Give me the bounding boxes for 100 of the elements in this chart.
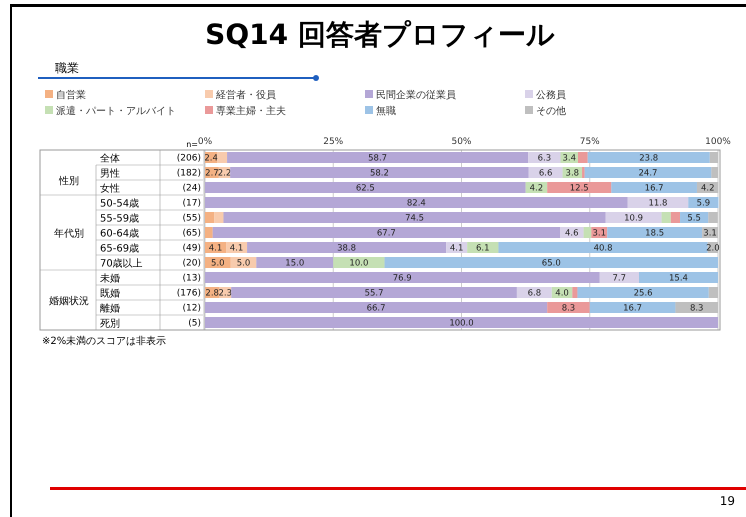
data-label: 5.0	[211, 258, 225, 268]
data-label: 18.5	[645, 228, 664, 238]
bar	[708, 212, 718, 223]
data-label: 24.7	[638, 168, 658, 178]
y-tick-label: 全体	[100, 152, 120, 164]
data-label: 6.8	[528, 288, 542, 298]
data-label: 3.1	[703, 228, 717, 238]
y-tick-label: 男性	[100, 168, 120, 180]
bar	[256, 257, 334, 268]
bar	[384, 257, 718, 268]
legend-label: 専業主婦・主夫	[216, 105, 286, 117]
bar	[670, 212, 680, 223]
data-label: 38.8	[337, 244, 356, 254]
data-label: 4.1	[450, 244, 464, 254]
data-label: 58.7	[368, 154, 388, 164]
data-label: 4.1	[208, 244, 222, 254]
data-label: 4.1	[230, 244, 244, 254]
data-label: 12.5	[570, 184, 589, 194]
y-tick-label: 65-69歳	[100, 242, 140, 254]
bar	[590, 302, 676, 313]
bar	[578, 152, 588, 163]
bar	[205, 212, 214, 223]
legend-label: 無職	[376, 105, 396, 117]
data-label: 16.7	[644, 184, 664, 194]
bar	[333, 257, 385, 268]
bar	[710, 152, 718, 163]
text: 性別	[58, 175, 79, 187]
bar	[584, 227, 592, 238]
y-tick-label: 55-59歳	[100, 212, 140, 224]
data-label: 2.7	[205, 168, 219, 178]
text: (65)	[182, 228, 201, 238]
bar	[628, 197, 688, 208]
bar	[205, 272, 600, 283]
text: 年代別	[54, 228, 84, 240]
data-label: 2.3	[218, 288, 232, 298]
bar	[547, 182, 612, 193]
bar	[606, 212, 662, 223]
x-tick-label: 0%	[198, 137, 213, 147]
x-tick-label: 50%	[451, 137, 472, 147]
bar	[572, 287, 578, 298]
data-label: 6.3	[538, 154, 552, 164]
data-label: 76.9	[392, 274, 412, 284]
y-tick-label: 未婚	[100, 272, 120, 284]
data-label: 2.0	[706, 244, 720, 254]
bar	[582, 167, 585, 178]
y-tick-label: 既婚	[100, 288, 120, 300]
y-tick-label: 死別	[100, 318, 120, 330]
bar	[675, 302, 718, 313]
bar	[227, 152, 528, 163]
bar	[584, 167, 712, 178]
text: (55)	[182, 214, 201, 224]
text: (49)	[182, 244, 201, 254]
data-label: 4.0	[555, 288, 569, 298]
data-label: 58.2	[370, 168, 389, 178]
data-label: 10.0	[349, 258, 368, 268]
text: 婚姻状況	[49, 295, 89, 307]
data-label: 5.9	[696, 198, 710, 208]
y-tick-label: 女性	[100, 182, 120, 194]
x-tick-label: 25%	[323, 137, 344, 147]
legend-label: その他	[536, 105, 566, 117]
y-tick-label: 離婚	[100, 302, 120, 314]
legend-label: 自営業	[56, 89, 86, 101]
data-label: 62.5	[356, 184, 375, 194]
text: (12)	[182, 304, 201, 314]
bar	[231, 287, 517, 298]
data-label: 4.2	[700, 184, 715, 194]
data-label: 8.3	[562, 304, 576, 314]
bar	[230, 167, 529, 178]
legend-label: 経営者・役員	[215, 89, 276, 101]
bar	[212, 227, 560, 238]
legend-label: 派遣・パート・アルバイト	[56, 105, 176, 117]
text: (176)	[176, 288, 201, 298]
bar	[205, 302, 548, 313]
text: (182)	[176, 168, 201, 178]
data-label: 7.7	[612, 274, 626, 284]
data-label: 2.4	[204, 154, 218, 164]
data-label: 82.4	[406, 198, 426, 208]
data-label: 40.8	[594, 244, 613, 254]
legend-label: 民間企業の従業員	[376, 89, 456, 101]
text: (20)	[182, 258, 201, 268]
text: 職業	[55, 61, 79, 75]
bar	[205, 317, 718, 328]
bar	[588, 152, 710, 163]
text: 19	[720, 494, 735, 508]
bar	[205, 227, 213, 238]
y-tick-label: 50-54歳	[100, 198, 140, 210]
text: (13)	[182, 274, 201, 284]
y-tick-label: 70歳以上	[100, 258, 143, 270]
data-label: 3.4	[562, 154, 576, 164]
bar	[205, 182, 526, 193]
bar	[547, 302, 590, 313]
legend-label: 公務員	[536, 89, 566, 101]
data-label: 55.7	[364, 288, 384, 298]
data-label: 66.7	[366, 304, 386, 314]
data-label: 4.6	[565, 228, 579, 238]
chart-title: SQ14 回答者プロフィール	[205, 18, 555, 51]
data-label: 3.1	[592, 228, 606, 238]
data-label: 3.8	[566, 168, 580, 178]
bar	[467, 242, 498, 253]
data-label: 23.8	[639, 154, 658, 164]
